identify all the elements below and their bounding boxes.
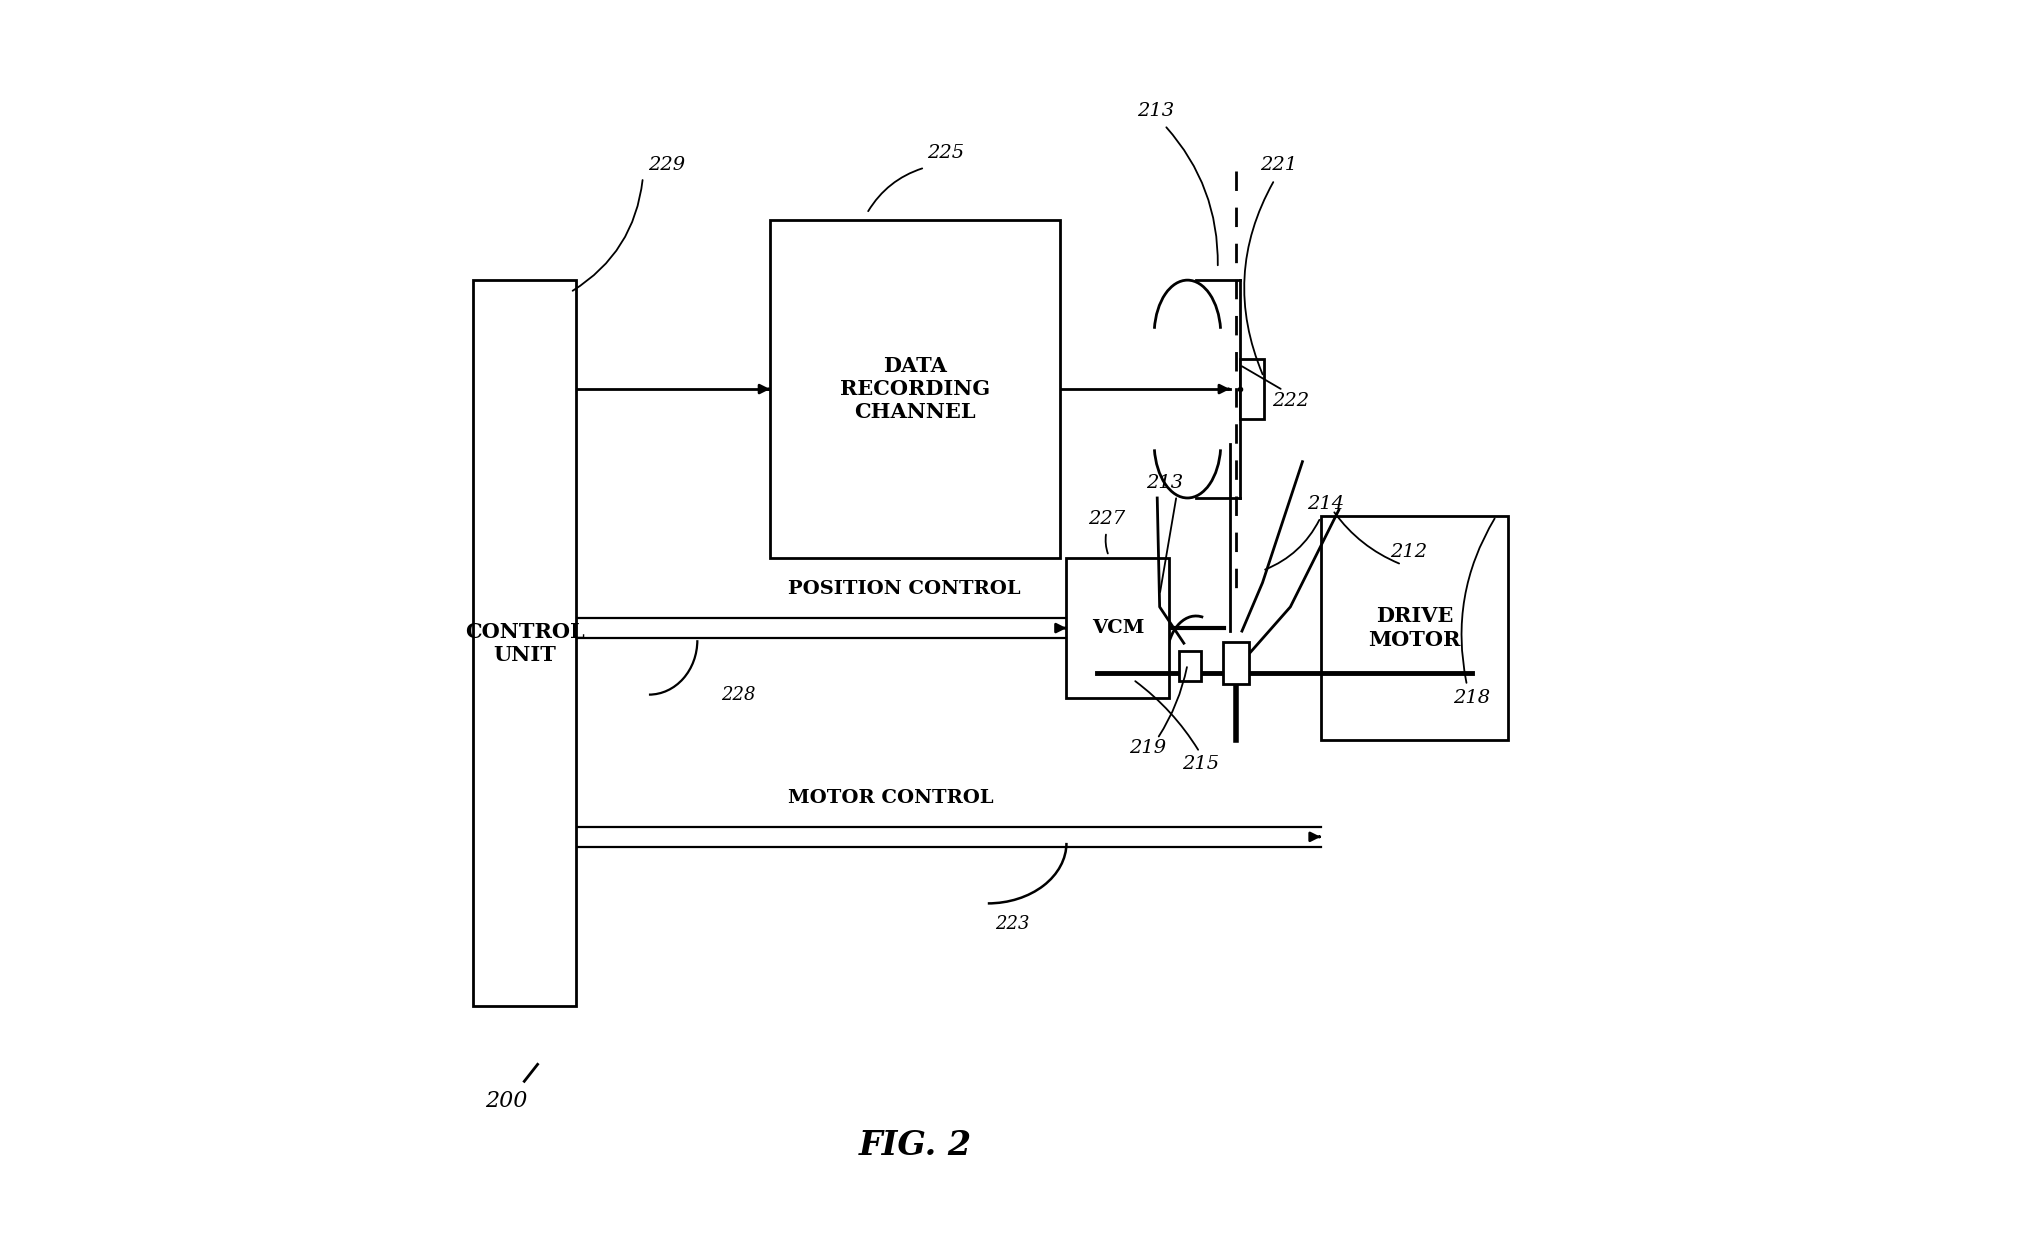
- Text: DRIVE
MOTOR: DRIVE MOTOR: [1368, 607, 1461, 650]
- Text: POSITION CONTROL: POSITION CONTROL: [787, 579, 1020, 598]
- Text: 200: 200: [486, 1089, 528, 1112]
- Text: 225: 225: [927, 144, 963, 162]
- Text: 227: 227: [1086, 510, 1125, 527]
- Text: 213: 213: [1137, 102, 1173, 120]
- Text: 212: 212: [1390, 543, 1426, 562]
- Text: 219: 219: [1129, 739, 1165, 758]
- FancyBboxPatch shape: [1179, 651, 1200, 681]
- Text: 214: 214: [1307, 495, 1343, 513]
- Text: 215: 215: [1181, 755, 1218, 774]
- Text: DATA
RECORDING
CHANNEL: DATA RECORDING CHANNEL: [840, 355, 989, 422]
- Text: MOTOR CONTROL: MOTOR CONTROL: [787, 789, 993, 807]
- Text: 221: 221: [1258, 156, 1297, 175]
- Text: 218: 218: [1453, 688, 1489, 707]
- Text: 229: 229: [647, 156, 686, 175]
- Text: 223: 223: [993, 915, 1030, 933]
- FancyBboxPatch shape: [1222, 641, 1248, 685]
- FancyBboxPatch shape: [1066, 558, 1169, 698]
- FancyBboxPatch shape: [1319, 516, 1507, 740]
- Text: 213: 213: [1145, 474, 1183, 493]
- Text: CONTROL
UNIT: CONTROL UNIT: [465, 621, 585, 665]
- Text: VCM: VCM: [1090, 619, 1143, 638]
- Text: FIG. 2: FIG. 2: [858, 1129, 971, 1162]
- FancyBboxPatch shape: [1238, 359, 1262, 420]
- Text: 228: 228: [720, 686, 757, 703]
- Text: 222: 222: [1270, 392, 1309, 410]
- FancyBboxPatch shape: [473, 280, 577, 1006]
- FancyBboxPatch shape: [769, 219, 1060, 558]
